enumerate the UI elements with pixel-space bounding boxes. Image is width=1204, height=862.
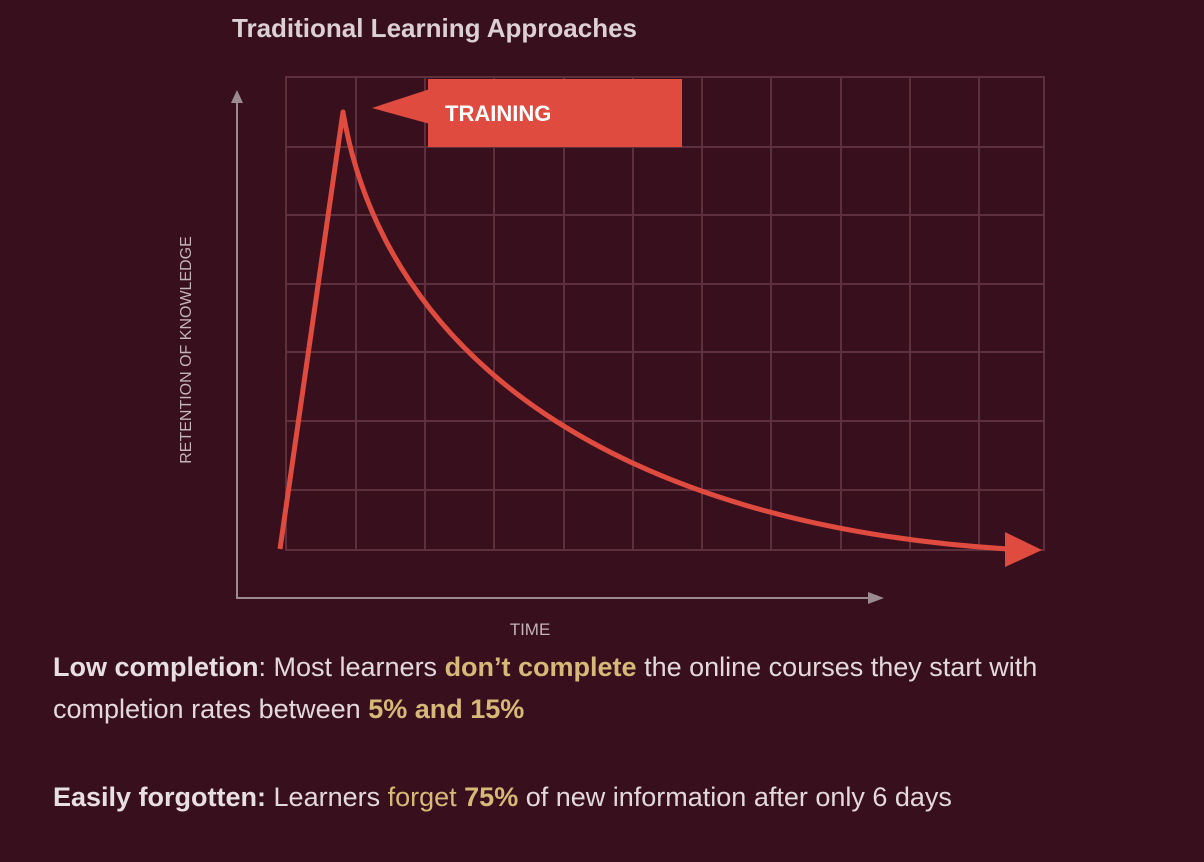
callout-pointer xyxy=(372,89,430,124)
y-axis-arrow xyxy=(231,90,243,103)
lead: Low completion xyxy=(53,652,259,682)
text: Learners xyxy=(266,782,388,812)
x-axis-arrow xyxy=(868,592,884,604)
highlight: 5% and 15% xyxy=(368,694,525,724)
text: : Most learners xyxy=(258,652,445,682)
x-axis-label: TIME xyxy=(510,620,551,639)
retention-curve xyxy=(277,109,1009,552)
curve-arrow xyxy=(1005,532,1042,567)
paragraph: Low completion: Most learners don’t comp… xyxy=(53,646,1173,730)
callout-box xyxy=(428,79,682,147)
lead: Easily forgotten: xyxy=(53,782,267,812)
text: of new information after only 6 days xyxy=(518,782,952,812)
text: the online courses they start with compl… xyxy=(53,652,1045,724)
callout-label: TRAINING xyxy=(445,101,551,126)
title: Traditional Learning Approaches xyxy=(232,13,637,43)
highlight: forget xyxy=(387,782,465,812)
paragraph: Easily forgotten: Learners forget 75% of… xyxy=(53,776,1173,818)
highlight: 75% xyxy=(464,782,519,812)
highlight: don’t complete xyxy=(444,652,637,682)
diagram: Traditional Learning Approaches RETENTIO… xyxy=(178,13,1045,639)
grid xyxy=(285,76,1045,551)
axes xyxy=(236,100,870,599)
y-axis-label: RETENTION OF KNOWLEDGE xyxy=(178,236,195,464)
